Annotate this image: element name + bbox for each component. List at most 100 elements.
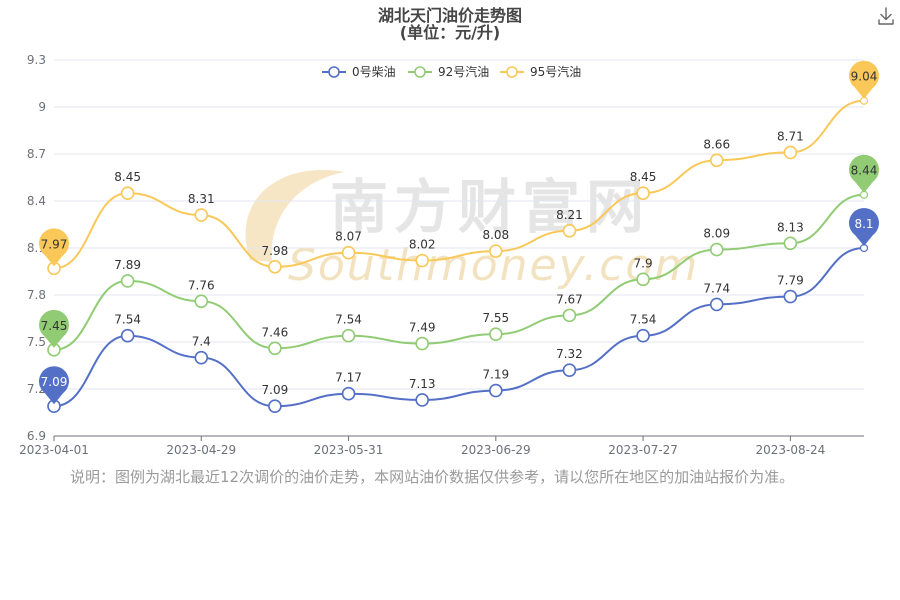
data-label: 8.09	[703, 227, 730, 241]
data-point	[415, 393, 429, 407]
data-label: 8.45	[114, 170, 141, 184]
min-pin-label: 7.97	[41, 237, 68, 251]
data-point	[415, 336, 429, 351]
data-point	[120, 328, 135, 343]
max-pin-label: 8.1	[854, 217, 873, 231]
x-tick-label: 2023-05-31	[314, 443, 384, 457]
data-label: 7.09	[262, 383, 289, 397]
max-pin-label: 9.04	[851, 70, 878, 84]
data-point	[194, 350, 209, 365]
min-pin	[39, 228, 70, 267]
data-label: 7.49	[409, 321, 436, 335]
data-point	[636, 272, 650, 287]
x-tick-label: 2023-06-29	[461, 443, 531, 457]
data-point	[636, 328, 650, 343]
data-label: 7.67	[556, 292, 583, 306]
data-label: 8.21	[556, 208, 583, 222]
data-label: 8.66	[703, 137, 730, 151]
data-label: 7.54	[335, 313, 362, 327]
x-tick-label: 2023-07-27	[608, 443, 678, 457]
data-point	[709, 153, 724, 168]
data-point	[341, 386, 356, 401]
data-label: 7.9	[634, 256, 653, 270]
data-label: 7.32	[556, 347, 583, 361]
data-point	[709, 242, 724, 257]
data-point	[268, 341, 282, 356]
data-label: 7.19	[482, 368, 509, 382]
series-line	[53, 193, 865, 351]
series-line	[53, 99, 865, 270]
x-tick-label: 2023-08-24	[755, 443, 825, 457]
legend-item-1[interactable]: 92号汽油	[408, 64, 489, 79]
data-label: 8.71	[777, 129, 804, 143]
min-pin-label: 7.45	[41, 319, 68, 333]
series-layer: 7.547.47.097.17 7.137.197.327.547.747.797…	[39, 60, 880, 414]
data-point	[120, 186, 135, 200]
series-2: 8.45 8.31 7.98 8.07 8.02 8.08 8.21 8.45 8.66 8.71…	[39, 60, 880, 276]
legend-label: 0号柴油	[352, 65, 396, 79]
data-label: 8.07	[335, 230, 362, 244]
data-point	[783, 236, 798, 251]
data-label: 7.54	[630, 313, 657, 327]
legend-item-2[interactable]: 95号汽油	[500, 64, 581, 79]
data-point	[709, 297, 724, 312]
data-label: 8.08	[482, 228, 509, 242]
data-label: 7.55	[482, 311, 509, 325]
data-point	[268, 259, 282, 274]
max-pin-label: 8.44	[851, 164, 878, 178]
data-label: 8.02	[409, 238, 436, 252]
data-point	[783, 289, 798, 304]
watermark: 南方财富网 Southmoney.com	[245, 169, 697, 291]
data-point	[268, 399, 282, 414]
y-tick-label: 7.5	[27, 335, 46, 349]
legend-label: 92号汽油	[438, 64, 489, 79]
data-label: 7.46	[262, 325, 289, 339]
legend-marker	[506, 66, 518, 78]
x-tick-label: 2023-04-01	[19, 443, 89, 457]
data-label: 7.98	[262, 244, 289, 258]
data-point	[341, 245, 356, 260]
max-pin	[849, 60, 880, 99]
watermark-cn: 南方财富网	[330, 173, 650, 241]
data-point	[194, 208, 209, 222]
series-1: 7.89 7.76 7.46 7.54 7.49 7.55 7.67 7.9 8.09 8.13 7…	[39, 154, 879, 357]
data-point	[562, 363, 577, 378]
series-line	[53, 247, 865, 408]
min-pin-label: 7.09	[41, 375, 68, 389]
legend-item-0[interactable]: 0号柴油	[322, 65, 396, 79]
data-label: 8.45	[630, 170, 657, 184]
data-point	[489, 383, 503, 398]
max-pin	[849, 207, 879, 246]
y-tick-label: 6.9	[27, 429, 46, 443]
y-tick-label: 7.8	[27, 288, 46, 302]
y-tick-label: 9	[38, 100, 46, 114]
data-label: 7.89	[114, 258, 141, 272]
data-point	[783, 145, 798, 160]
data-point	[489, 327, 503, 341]
data-label: 7.54	[114, 313, 141, 327]
y-tick-label: 8.4	[27, 194, 46, 208]
data-point	[120, 274, 135, 288]
chart-title: 湖北天门油价走势图	[378, 6, 522, 25]
data-point	[562, 308, 577, 323]
legend-label: 95号汽油	[530, 64, 581, 79]
chart-note: 说明：图例为湖北最近12次调价的油价走势，本网站油价数据仅供参考，请以您所在地区…	[70, 468, 795, 486]
data-label: 7.13	[409, 377, 436, 391]
data-label: 8.13	[777, 220, 804, 234]
data-label: 7.17	[335, 371, 362, 385]
data-point	[636, 186, 650, 200]
data-label: 7.76	[188, 278, 215, 292]
max-pin	[849, 154, 879, 193]
data-label: 8.31	[188, 192, 215, 206]
data-label: 7.79	[777, 274, 804, 288]
data-point	[562, 223, 577, 238]
data-label: 7.4	[192, 335, 211, 349]
data-point	[341, 328, 356, 343]
legend[interactable]: 0号柴油 92号汽油 95号汽油	[322, 64, 581, 79]
legend-marker	[414, 66, 426, 78]
y-tick-label: 9.3	[27, 53, 46, 67]
download-button[interactable]	[876, 6, 896, 26]
series-0: 7.54 7.4 7.09 7.17 7.13 7.19 7.32 7.54 7.74 7.79 7…	[39, 207, 879, 414]
grid-lines	[54, 59, 864, 437]
